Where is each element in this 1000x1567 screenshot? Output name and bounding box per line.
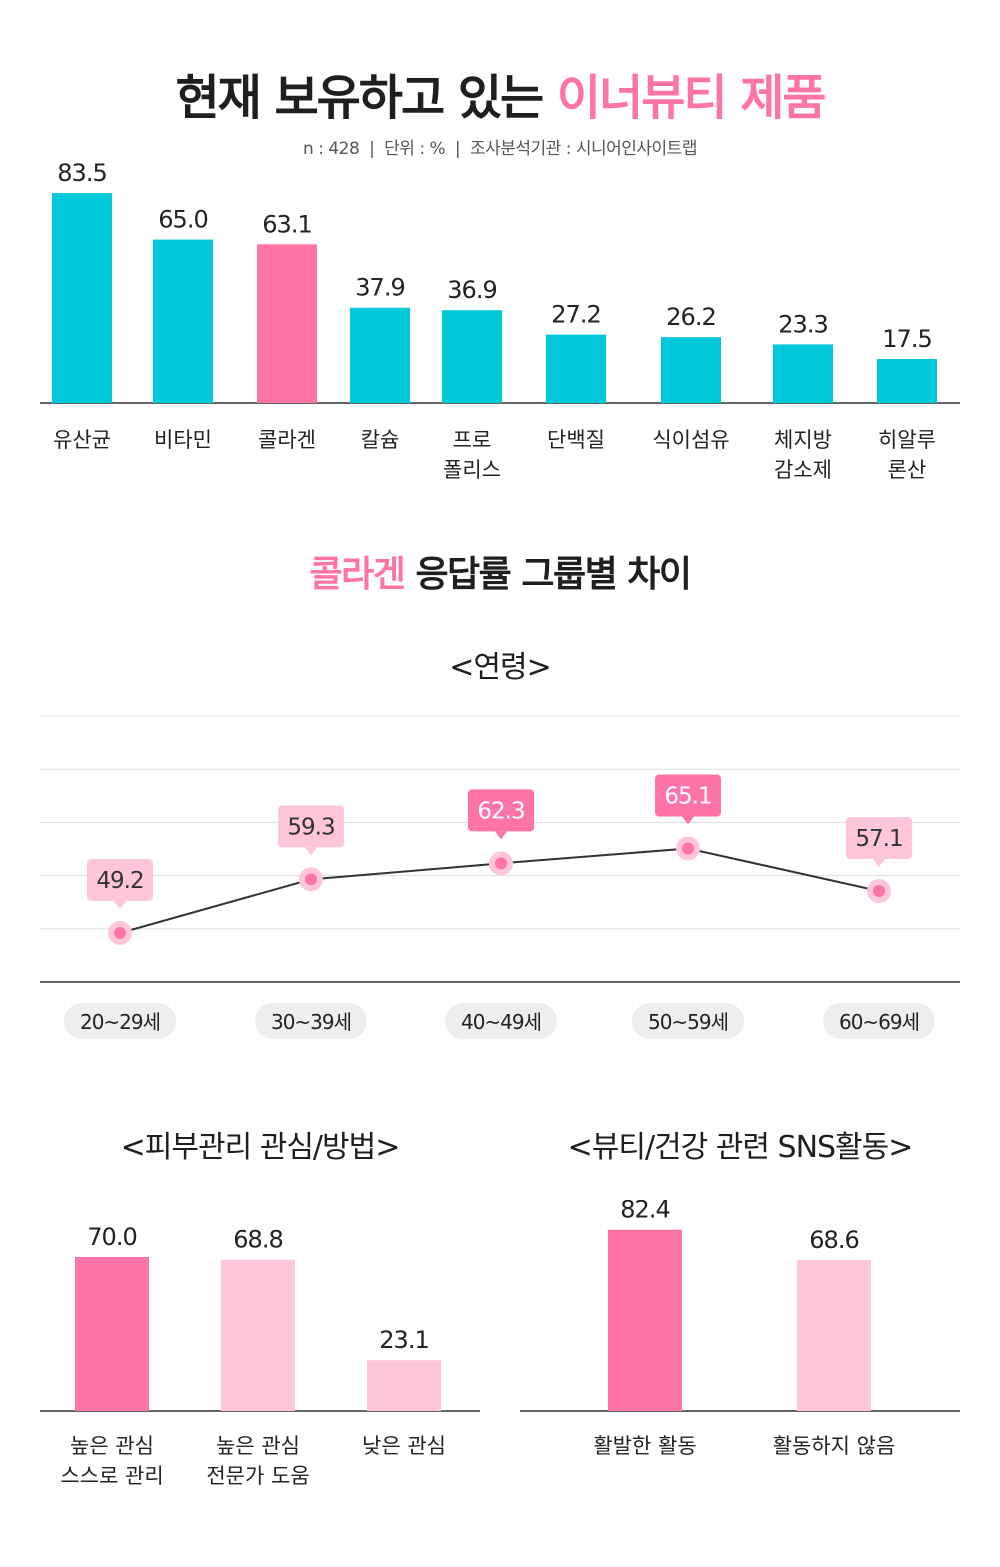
bar — [608, 1229, 682, 1411]
bar — [52, 193, 112, 403]
value-label: 26.2 — [666, 303, 715, 331]
data-point — [305, 873, 317, 886]
callout-pointer — [495, 831, 507, 840]
value-label: 65.1 — [664, 783, 711, 809]
value-label: 37.9 — [355, 274, 404, 302]
value-label: 65.0 — [158, 206, 207, 234]
category-label: 단백질 — [547, 428, 605, 452]
bar — [367, 1360, 441, 1411]
value-label: 49.2 — [96, 868, 143, 894]
category-pill — [255, 1003, 367, 1039]
bar — [257, 244, 317, 403]
category-label: 20~29세 — [80, 1010, 160, 1034]
value-label: 23.1 — [379, 1326, 428, 1354]
category-pill — [632, 1003, 744, 1039]
category-label: 활동하지 않음 — [773, 1434, 896, 1458]
value-label: 70.0 — [87, 1223, 136, 1251]
value-label: 23.3 — [778, 310, 827, 338]
category-label: 비타민 — [154, 428, 212, 452]
category-label: 프로 폴리스 — [443, 428, 501, 482]
value-callout — [468, 789, 534, 832]
bar — [153, 239, 213, 403]
value-label: 62.3 — [477, 798, 524, 824]
collagen-title-rest: 응답률 그룹별 차이 — [415, 554, 692, 595]
skincare-bar-chart: 70.0 높은 관심 스스로 관리 68.8 높은 관심 전문가 도움 23.1 낮은 관심 — [40, 1223, 480, 1488]
category-label: 유산균 — [53, 428, 111, 452]
bar — [877, 359, 937, 403]
category-label: 칼슘 — [361, 428, 400, 452]
sns-bar-chart: 82.4 활발한 활동 68.6 활동하지 않음 — [520, 1200, 960, 1458]
data-point — [682, 842, 694, 855]
category-label: 낮은 관심 — [362, 1434, 446, 1458]
products-bar-chart: 83.5 유산균 65.0 비타민 63.1 콜라겐 37.9 칼슘 36.9 프로 폴리스 27.2… — [40, 159, 960, 482]
callout-pointer — [114, 901, 126, 910]
callout-pointer — [873, 859, 885, 868]
data-point — [495, 857, 507, 870]
age-line-chart: 49.2 20~29세 59.3 30~39세 62.3 40~49세 65.1 50~59세… — [40, 715, 960, 1039]
value-callout — [87, 859, 153, 902]
collagen-section-title: 콜라겐 응답률 그룹별 차이 — [0, 545, 1000, 597]
category-label: 체지방 감소제 — [774, 428, 832, 482]
data-point — [114, 927, 126, 940]
collagen-highlight: 콜라겐 — [309, 554, 406, 595]
category-label: 히알루 론산 — [878, 428, 936, 482]
value-label: 83.5 — [57, 159, 106, 187]
bar — [797, 1260, 871, 1411]
category-label: 높은 관심 스스로 관리 — [60, 1434, 163, 1488]
sns-chart-title: <뷰티/건강 관련 SNS활동> — [567, 1130, 914, 1165]
callout-pointer — [305, 847, 317, 856]
bar — [442, 310, 502, 403]
skincare-chart-title: <피부관리 관심/방법> — [120, 1130, 401, 1165]
callout-pointer — [682, 816, 694, 825]
category-label: 높은 관심 전문가 도움 — [206, 1434, 309, 1488]
data-point — [873, 885, 885, 898]
bar — [546, 334, 606, 403]
survey-info: n : 428 | 단위 : % | 조사분석기관 : 시니어인사이트랩 — [303, 139, 697, 159]
title-highlight: 이너뷰티 제품 — [556, 70, 827, 126]
bar — [350, 307, 410, 403]
bar — [75, 1257, 149, 1411]
age-chart-title: <연령> — [449, 650, 551, 685]
category-pill — [823, 1003, 935, 1039]
category-label: 40~49세 — [461, 1010, 541, 1034]
category-label: 식이섬유 — [652, 428, 729, 452]
value-label: 82.4 — [620, 1200, 669, 1224]
value-label: 36.9 — [447, 276, 496, 304]
value-label: 68.6 — [809, 1226, 858, 1254]
value-label: 27.2 — [551, 301, 600, 329]
value-callout — [655, 774, 721, 817]
bar — [661, 337, 721, 403]
value-label: 17.5 — [882, 325, 931, 353]
value-label: 63.1 — [262, 210, 311, 238]
bar — [221, 1259, 295, 1411]
category-label: 콜라겐 — [258, 428, 316, 452]
category-pill — [445, 1003, 557, 1039]
value-label: 59.3 — [287, 814, 334, 840]
category-label: 60~69세 — [839, 1010, 919, 1034]
category-label: 50~59세 — [648, 1010, 728, 1034]
category-label: 30~39세 — [271, 1010, 351, 1034]
category-label: 활발한 활동 — [593, 1434, 696, 1458]
category-pill — [64, 1003, 176, 1039]
title-main: 현재 보유하고 있는 — [175, 70, 544, 126]
bar — [773, 344, 833, 403]
value-callout — [278, 805, 344, 848]
value-callout — [846, 817, 912, 860]
page-title: 현재 보유하고 있는 이너뷰티 제품 — [0, 58, 1000, 128]
value-label: 68.8 — [233, 1226, 282, 1254]
value-label: 57.1 — [855, 826, 902, 852]
